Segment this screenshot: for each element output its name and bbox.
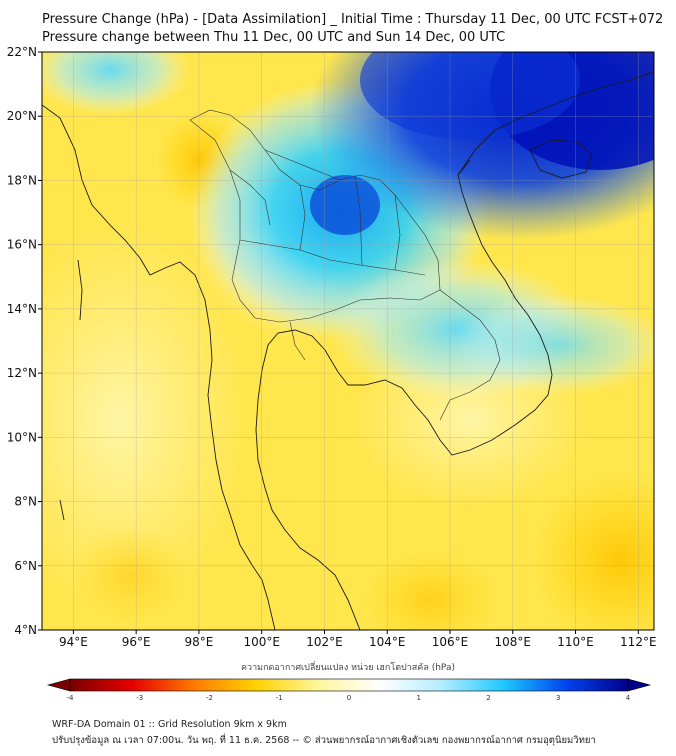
graticule [42, 52, 654, 630]
lon-tick-label: 96°E [122, 635, 151, 649]
lon-tick-label: 104°E [369, 635, 406, 649]
lat-tick-label: 14°N [7, 302, 37, 316]
lat-tick-label: 22°N [7, 45, 37, 59]
lon-tick-label: 94°E [59, 635, 88, 649]
colorbar-max-extend [627, 678, 652, 692]
lat-tick-label: 18°N [7, 173, 37, 187]
lat-tick-label: 4°N [14, 623, 37, 637]
lon-tick-label: 98°E [184, 635, 213, 649]
lon-tick-label: 102°E [306, 635, 343, 649]
lon-tick-label: 110°E [557, 635, 594, 649]
lat-tick-label: 8°N [14, 495, 37, 509]
colorbar: -4 -3 -2 -1 0 1 2 3 4 [46, 678, 652, 702]
colorbar-tick-label: -3 [136, 694, 143, 702]
lat-tick-label: 10°N [7, 430, 37, 444]
lon-tick-label: 108°E [495, 635, 532, 649]
colorbar-tick-label: -2 [206, 694, 213, 702]
colorbar-tick-label: 1 [417, 694, 421, 702]
lat-tick-label: 20°N [7, 109, 37, 123]
pressure-field [42, 52, 654, 630]
colorbar-title: ความกดอากาศเปลี่ยนแปลง หน่วย เฮกโตปาสคัล… [241, 660, 455, 673]
colorbar-tick-label: -1 [276, 694, 283, 702]
colorbar-tick-label: 3 [556, 694, 560, 702]
colorbar-tick-label: 4 [626, 694, 631, 702]
colorbar-tick-label: 2 [486, 694, 490, 702]
coastlines [42, 71, 654, 630]
axis-ticks: 94°E 96°E 98°E 100°E 102°E 104°E 106°E 108°E 110… [7, 45, 657, 649]
admin-borders [189, 109, 501, 421]
map-frame [41, 51, 655, 631]
footer-credit: ปรับปรุงข้อมูล ณ เวลา 07:00น. วัน พฤ. ที… [52, 735, 596, 746]
footer-domain-info: WRF-DA Domain 01 :: Grid Resolution 9km … [52, 719, 287, 730]
lat-tick-label: 16°N [7, 238, 37, 252]
lon-tick-label: 112°E [620, 635, 657, 649]
lon-tick-label: 106°E [432, 635, 469, 649]
colorbar-gradient [69, 678, 629, 692]
colorbar-tick-label: 0 [347, 694, 351, 702]
colorbar-tick-label: -4 [67, 694, 75, 702]
chart-subtitle: Pressure change between Thu 11 Dec, 00 U… [42, 30, 506, 45]
chart-title: Pressure Change (hPa) - [Data Assimilati… [42, 12, 664, 27]
lat-tick-label: 12°N [7, 366, 37, 380]
lat-tick-label: 6°N [14, 559, 37, 573]
colorbar-min-extend [46, 678, 71, 692]
lon-tick-label: 100°E [243, 635, 280, 649]
